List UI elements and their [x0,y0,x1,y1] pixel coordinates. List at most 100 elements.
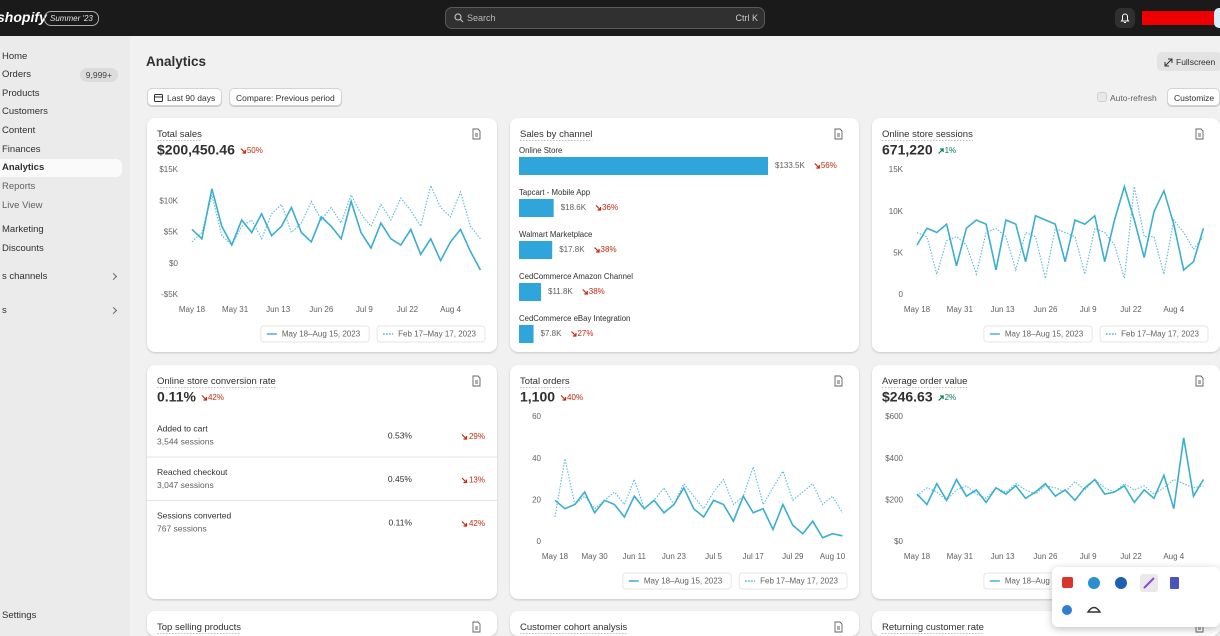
bar-change: 38% [601,245,617,254]
y-tick-label: $0 [894,537,903,546]
tray-icon[interactable] [1115,577,1127,589]
tray-icon[interactable] [1062,605,1072,615]
nav-label: Reports [2,181,36,192]
notifications-button[interactable] [1115,8,1135,28]
bar-value-label: $7.8K [541,329,563,338]
bar-change: 56% [821,161,837,170]
nav-item[interactable]: Customers [0,103,122,121]
legend-label: May 18–Aug 15, 2023 [644,577,723,586]
nav-item[interactable]: s [0,302,122,320]
avatar[interactable] [1214,8,1220,28]
export-icon[interactable] [472,621,481,633]
compare-button[interactable]: Compare: Previous period [229,88,342,106]
bar [519,241,553,259]
nav-item[interactable]: Reports [0,178,122,196]
row-sessions: 3,544 sessions [157,436,214,446]
nav-item[interactable]: Analytics [0,159,122,177]
x-tick-label: Jun 26 [1033,305,1058,314]
y-tick-label: $15K [159,165,178,174]
auto-refresh-label: Auto-refresh [1110,93,1157,103]
x-tick-label: Jun 11 [623,552,647,561]
nav-label: Orders [2,69,32,80]
card-title: Online store sessions [882,129,973,140]
nav-item[interactable]: Content [0,122,122,140]
x-tick-label: May 18 [904,305,931,314]
card-value: 1,100 [520,389,555,405]
export-icon[interactable] [472,128,481,140]
series-line [916,186,1204,279]
logo[interactable]: shopify [0,9,47,25]
row-sessions: 767 sessions [157,523,207,533]
y-tick-label: $600 [885,412,903,421]
series-line [916,183,1205,272]
customize-label: Customize [1174,93,1215,103]
export-icon[interactable] [834,375,843,387]
bar-change: 36% [602,203,618,212]
nav-item[interactable]: Discounts [0,240,122,258]
trend-arrow [938,148,944,154]
legend-label: May 18–Aug 15, 2023 [1005,577,1084,586]
bar [519,157,768,175]
export-icon[interactable] [834,128,843,140]
x-tick-label: May 31 [222,305,249,314]
bar [519,199,554,217]
search-icon [454,13,464,23]
x-tick-label: Jul 9 [356,305,373,314]
series-line [191,183,481,246]
fullscreen-button[interactable]: Fullscreen [1157,52,1220,71]
channel-label: CedCommerce eBay Integration [519,314,630,323]
card: Total orders 1,100 40% 60 40 20 0 May 18 May 30 J… [510,365,859,599]
legend-label: May 18–Aug 15, 2023 [1005,330,1084,339]
y-tick-label: 5K [893,248,903,257]
legend-label: Feb 17–May 17, 2023 [1121,330,1199,339]
nav-item[interactable]: Live View [0,197,122,215]
x-tick-label: Jul 17 [743,552,765,561]
date-range-label: Last 90 days [167,93,216,103]
page-title: Analytics [146,54,207,69]
nav-item[interactable]: Home [0,48,122,66]
auto-refresh-checkbox[interactable] [1097,92,1107,102]
nav-item[interactable]: s channels [0,268,122,286]
series-line [554,486,843,539]
nav-item[interactable]: Orders 9,999+ [0,66,122,84]
card: Total sales $200,450.46 50% $15K $10K $5K $0 -$… [147,118,497,352]
trend-arrow [582,289,588,295]
tray-icon[interactable] [1088,577,1100,589]
export-icon[interactable] [1195,128,1204,140]
export-icon[interactable] [1195,375,1204,387]
trend-arrow [814,163,820,169]
customize-button[interactable]: Customize [1167,88,1220,106]
export-icon[interactable] [472,375,481,387]
calendar-icon [154,94,163,102]
tray-icon[interactable] [1086,606,1102,613]
bar [519,325,534,343]
card-title: Top selling products [157,622,241,633]
y-tick-label: 15K [889,165,904,174]
card: Sales by channel Online Store $133.5K 56% Ta… [510,118,859,352]
search-box[interactable]: Search Ctrl K [445,7,765,29]
nav-label: Home [2,51,28,62]
export-icon[interactable] [834,621,843,633]
card-content: Top selling products [157,621,481,634]
card-title: Total orders [520,376,570,387]
card: Customer cohort analysis [510,611,859,636]
nav-item[interactable]: Marketing [0,221,122,239]
nav-label: Customers [2,106,48,117]
tray-icon[interactable] [1143,577,1155,589]
nav-item[interactable]: Products [0,85,122,103]
sidebar: Home Orders 9,999+ Products Customers Content… [0,36,130,636]
card-change: 1% [945,146,957,155]
x-tick-label: May 18 [179,305,206,314]
fullscreen-label: Fullscreen [1176,57,1216,67]
x-tick-label: Aug 4 [1163,305,1184,314]
row-label: Added to cart [157,423,208,433]
nav-item[interactable]: Settings [0,607,122,625]
nav-item[interactable]: Finances [0,141,122,159]
nav-label: Content [2,125,36,136]
channel-label: Online Store [519,146,562,155]
card-title: Online store conversion rate [157,376,276,387]
legend-item [622,572,732,590]
tray-icon[interactable] [1062,577,1073,588]
date-range-button[interactable]: Last 90 days [147,88,223,106]
tray-icon[interactable] [1170,577,1179,589]
